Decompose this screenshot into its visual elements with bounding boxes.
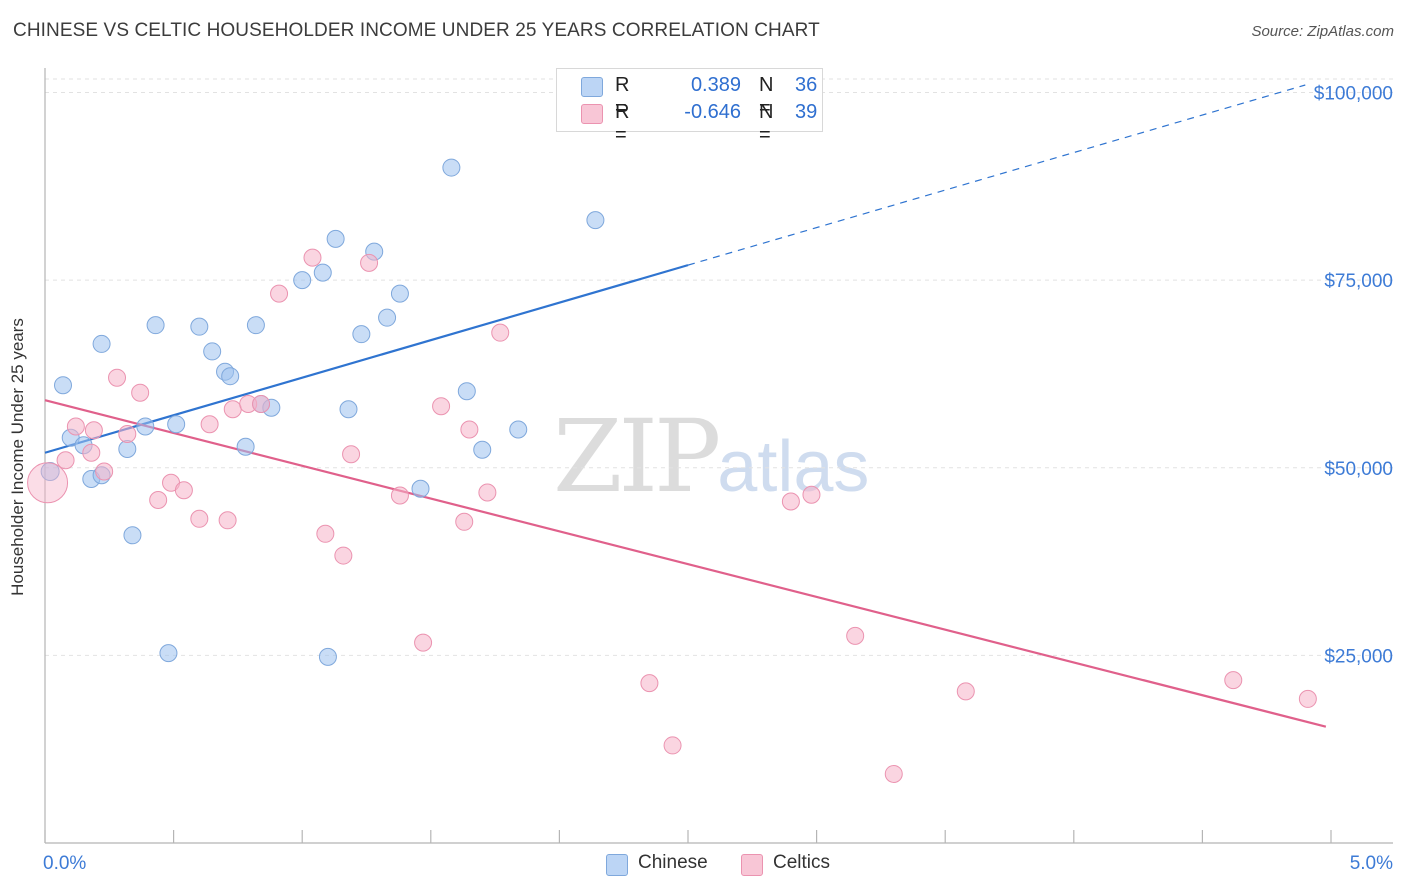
- data-point-chinese: [203, 342, 222, 361]
- data-point-chinese: [54, 376, 73, 395]
- data-point-celtics: [82, 443, 101, 462]
- legend-n-value: 36: [795, 74, 818, 96]
- data-point-celtics: [360, 253, 379, 272]
- data-point-chinese: [390, 284, 409, 303]
- trend-line-celtics: [44, 399, 1327, 728]
- data-point-celtics: [956, 682, 975, 701]
- legend-n-label: N =: [759, 101, 774, 146]
- data-point-chinese: [326, 229, 345, 248]
- data-point-chinese: [92, 334, 111, 353]
- legend-swatch-celtics: [581, 104, 603, 124]
- data-point-celtics: [455, 512, 474, 531]
- data-point-chinese: [586, 211, 605, 230]
- data-point-celtics: [663, 736, 682, 755]
- bottom-legend-label: Chinese: [638, 852, 708, 873]
- data-point-chinese: [136, 417, 155, 436]
- data-point-celtics: [56, 451, 75, 470]
- data-point-chinese: [167, 415, 186, 434]
- data-point-chinese: [118, 439, 137, 458]
- tick-labels: $25,000 $50,000 $75,000 $100,000 0.0% 5.0%: [43, 84, 1393, 874]
- data-point-chinese: [221, 367, 240, 386]
- data-point-celtics: [270, 284, 289, 303]
- data-point-chinese: [236, 437, 255, 456]
- y-axis-label: Householder Income Under 25 years: [8, 318, 27, 596]
- legend-n-value: 39: [795, 101, 818, 123]
- data-point-celtics: [640, 674, 659, 693]
- data-point-celtics: [802, 485, 821, 504]
- grid-lines: [45, 78, 1393, 656]
- axes: [44, 68, 1393, 844]
- data-point-celtics: [108, 368, 127, 387]
- data-point-chinese: [339, 400, 358, 419]
- data-point-celtics: [316, 524, 335, 543]
- data-point-chinese: [190, 317, 209, 336]
- data-point-chinese: [411, 479, 430, 498]
- data-point-celtics: [174, 481, 193, 500]
- data-point-celtics: [66, 417, 85, 436]
- data-point-chinese: [442, 158, 461, 177]
- legend-r-label: R =: [615, 74, 630, 119]
- data-point-celtics: [846, 626, 865, 645]
- data-point-chinese: [378, 308, 397, 327]
- data-point-celtics: [478, 483, 497, 502]
- watermark-zip: ZIP: [553, 398, 721, 515]
- data-point-chinese: [352, 325, 371, 344]
- source-credit: Source: ZipAtlas.com: [1251, 23, 1394, 40]
- data-point-chinese: [509, 420, 528, 439]
- data-point-celtics: [118, 424, 137, 443]
- data-point-chinese: [293, 271, 312, 290]
- data-point-celtics: [218, 511, 237, 530]
- data-point-celtics: [414, 633, 433, 652]
- chart-title: CHINESE VS CELTIC HOUSEHOLDER INCOME UND…: [13, 20, 820, 41]
- data-point-chinese: [473, 440, 492, 459]
- correlation-legend: R = 0.389 N = 36 R = -0.646 N = 39: [556, 68, 823, 146]
- data-point-celtics: [95, 462, 114, 481]
- data-point-celtics: [303, 248, 322, 267]
- bottom-legend-swatch-celtics: [741, 854, 763, 876]
- data-point-celtics: [1298, 689, 1317, 708]
- bottom-legend-label: Celtics: [773, 852, 831, 873]
- data-point-celtics: [432, 397, 451, 416]
- y-tick-label: $100,000: [1314, 84, 1393, 105]
- legend-swatch-chinese: [581, 77, 603, 97]
- data-point-celtics: [781, 492, 800, 511]
- data-point-chinese: [318, 647, 337, 666]
- data-point-chinese: [123, 526, 142, 545]
- watermark: ZIPatlas: [553, 398, 869, 515]
- bottom-legend-swatch-chinese: [606, 854, 628, 876]
- data-point-celtics: [223, 400, 242, 419]
- x-tick-label: 0.0%: [43, 853, 86, 874]
- data-point-celtics: [1224, 671, 1243, 690]
- data-point-celtics: [334, 546, 353, 565]
- data-point-celtics: [342, 445, 361, 464]
- data-point-celtics: [190, 509, 209, 528]
- data-point-chinese: [146, 316, 165, 335]
- data-point-chinese: [457, 382, 476, 401]
- data-point-chinese: [313, 263, 332, 282]
- data-point-celtics: [884, 764, 903, 783]
- y-tick-label: $50,000: [1324, 459, 1393, 480]
- data-points: [27, 158, 1317, 783]
- data-point-celtics: [460, 420, 479, 439]
- legend-r-value: 0.389: [690, 74, 741, 96]
- data-point-celtics: [131, 383, 150, 402]
- data-point-celtics: [252, 394, 271, 413]
- legend-r-label: R =: [615, 101, 630, 146]
- data-point-chinese: [246, 316, 265, 335]
- data-point-celtics: [84, 421, 103, 440]
- x-tick-label: 5.0%: [1350, 853, 1393, 874]
- data-point-celtics: [149, 491, 168, 510]
- data-point-celtics: [491, 323, 510, 342]
- legend-n-label: N =: [759, 74, 774, 119]
- data-point-celtics: [200, 415, 219, 434]
- y-tick-label: $75,000: [1324, 271, 1393, 292]
- y-tick-label: $25,000: [1324, 646, 1393, 667]
- trend-line-extension-chinese: [687, 84, 1306, 266]
- data-point-celtics: [27, 462, 69, 504]
- data-point-chinese: [159, 644, 178, 663]
- data-point-celtics: [390, 486, 409, 505]
- legend-r-value: -0.646: [684, 101, 741, 123]
